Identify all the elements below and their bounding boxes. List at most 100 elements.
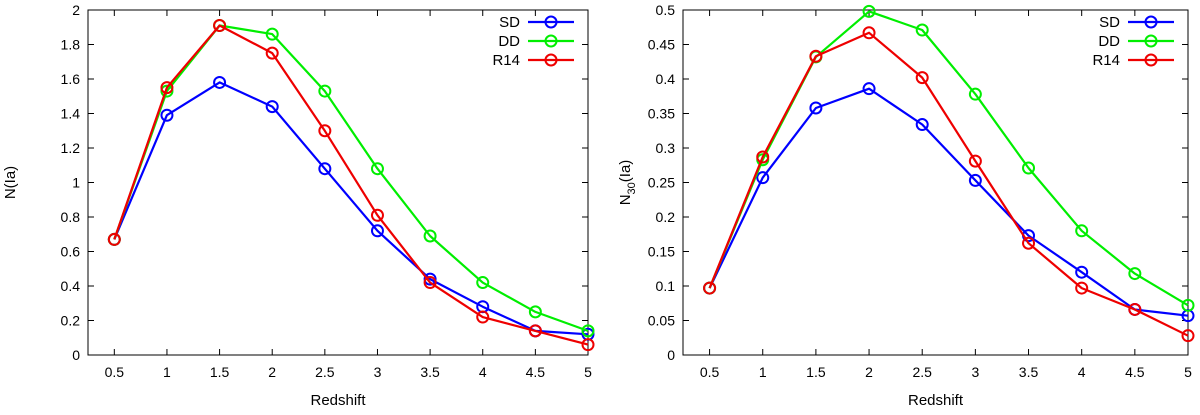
data-point-r14 [213,19,227,33]
y-axis-label: N(Ia) [2,166,19,199]
x-tick-label: 4 [1078,364,1086,380]
x-tick-label: 1.5 [210,364,230,380]
legend-marker-dd [1144,34,1158,48]
legend-marker-sd [1144,15,1158,29]
data-point-r14 [423,276,437,290]
y-tick-label: 0.35 [648,106,675,122]
data-point-r14 [862,26,876,40]
y-tick-label: 0.8 [61,209,81,225]
y-tick-label: 0.3 [656,140,676,156]
x-tick-label: 0.5 [105,364,125,380]
data-point-r14 [968,154,982,168]
x-tick-label: 0.5 [700,364,720,380]
y-tick-label: 0.05 [648,313,675,329]
y-axis-label-suffix: (Ia) [617,160,634,183]
data-point-sd [160,108,174,122]
x-tick-label: 2.5 [912,364,932,380]
data-point-r14 [370,208,384,222]
legend-marker-r14 [1144,53,1158,67]
data-point-dd [862,4,876,18]
x-tick-label: 4.5 [1125,364,1145,380]
y-tick-label: 0.15 [648,244,675,260]
left-chart-panel: 0 0.2 0.4 0.6 0.8 1 1.2 1.4 1.6 1.8 2 0.5 1 1.5 2 2.5 3 3… [2,2,595,409]
data-point-dd [370,162,384,176]
data-point-r14 [107,232,121,246]
y-tick-label: 0 [72,347,80,363]
data-point-sd [862,82,876,96]
data-point-dd [1128,267,1142,281]
data-point-dd [318,84,332,98]
data-point-sd [915,118,929,132]
y-tick-label: 0.25 [648,175,675,191]
y-tick-label: 1.6 [61,71,81,87]
series-line-sd [708,87,1189,317]
y-tick-label: 0.4 [656,71,676,87]
y-tick-label: 0.6 [61,244,81,260]
y-tick-label: 0.2 [61,313,81,329]
x-tick-label: 3 [374,364,382,380]
data-point-sd [213,75,227,89]
data-point-sd [265,100,279,114]
data-point-r14 [160,81,174,95]
x-tick-label: 1 [163,364,171,380]
data-point-sd [370,224,384,238]
legend-label: SD [499,14,520,31]
data-point-r14 [476,310,490,324]
y-tick-label: 1.2 [61,140,81,156]
data-point-sd [968,173,982,187]
data-point-r14 [318,124,332,138]
x-tick-label: 1 [759,364,767,380]
data-point-dd [1022,161,1036,175]
data-point-r14 [1022,236,1036,250]
x-tick-label: 2.5 [315,364,335,380]
data-point-dd [1181,298,1195,312]
x-tick-label: 4 [479,364,487,380]
y-tick-label: 1.4 [61,106,81,122]
data-point-dd [423,229,437,243]
x-tick-label: 1.5 [806,364,826,380]
y-tick-label: 0 [667,347,675,363]
legend-marker-sd [544,15,558,29]
y-axis-label: N30(Ia) [617,160,638,206]
y-tick-label: 0.45 [648,37,675,53]
legend-label: DD [1098,33,1120,50]
legend-label: DD [498,33,520,50]
series-line-dd [113,24,589,332]
x-axis-label: Redshift [908,392,964,409]
data-point-dd [265,27,279,41]
legend-label: R14 [492,52,520,69]
data-point-r14 [915,71,929,85]
data-point-sd [318,162,332,176]
y-tick-label: 0.2 [656,209,676,225]
series-line-r14 [113,24,589,346]
data-point-dd [476,276,490,290]
y-axis-label-main: N [617,194,634,205]
x-tick-label: 3 [971,364,979,380]
data-point-r14 [1181,329,1195,343]
x-tick-label: 2 [865,364,873,380]
data-point-dd [968,87,982,101]
data-point-r14 [703,281,717,295]
x-tick-label: 3.5 [420,364,440,380]
legend-label: R14 [1092,52,1120,69]
y-tick-label: 1.8 [61,37,81,53]
data-point-dd [1075,224,1089,238]
x-axis-label: Redshift [310,392,366,409]
x-tick-label: 2 [268,364,276,380]
data-point-r14 [1075,281,1089,295]
legend-marker-dd [544,34,558,48]
y-tick-label: 0.1 [656,278,676,294]
data-point-r14 [756,150,770,164]
y-tick-label: 2 [72,2,80,18]
data-point-sd [809,101,823,115]
data-point-dd [915,23,929,37]
data-point-sd [756,171,770,185]
legend-marker-r14 [544,53,558,67]
right-chart-panel: 0 0.05 0.1 0.15 0.2 0.25 0.3 0.35 0.4 0.45 0.5 0.5 1… [617,2,1195,409]
x-tick-label: 5 [1184,364,1192,380]
series-line-sd [113,81,589,336]
x-tick-label: 4.5 [526,364,546,380]
data-point-dd [528,305,542,319]
data-point-r14 [265,46,279,60]
